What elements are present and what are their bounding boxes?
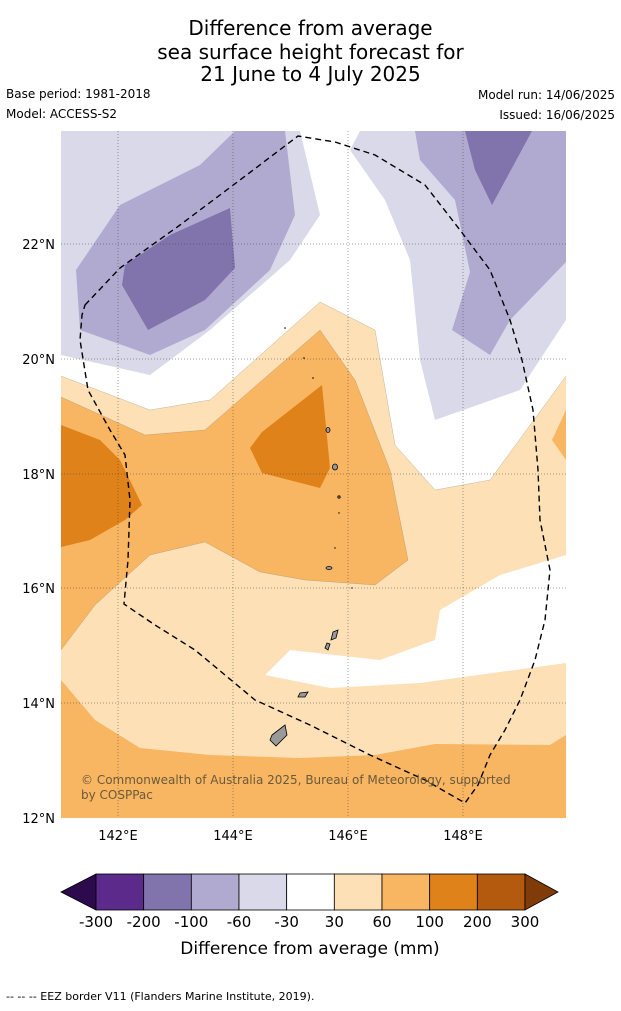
colorbar-bin <box>286 873 335 911</box>
contour-neg60-neg100-east <box>415 131 566 355</box>
lat-label: 14°N <box>22 697 55 712</box>
colorbar-tick-label: -300 <box>79 913 113 931</box>
colorbar-bin <box>190 873 240 911</box>
colorbar-tick-label: 60 <box>372 913 391 931</box>
colorbar-bin <box>381 873 431 911</box>
colorbar-tick-label: 200 <box>463 913 492 931</box>
lat-label: 22°N <box>22 238 55 253</box>
colorbar-tick-label: 300 <box>511 913 540 931</box>
colorbar-bin <box>429 873 478 911</box>
eez-border <box>79 135 551 804</box>
colorbar-tick-label: 100 <box>415 913 444 931</box>
colorbar-ticks: -300 -200 -100 -60 -30 30 60 100 200 300 <box>79 913 539 931</box>
colorbar-bins <box>95 873 526 911</box>
colorbar-bin <box>333 873 383 911</box>
islands <box>269 427 341 747</box>
eez-footnote: -- -- -- EEZ border V11 (Flanders Marine… <box>6 990 315 1003</box>
island-dots <box>284 327 353 589</box>
colorbar: -300 -200 -100 -60 -30 30 60 100 200 300 Differen… <box>60 873 559 959</box>
contour-100-200-west <box>61 425 142 547</box>
longitude-labels: 142°E 144°E 146°E 148°E <box>98 829 483 844</box>
lat-label: 18°N <box>22 468 55 483</box>
copyright-line-2: by COSPPac <box>81 788 153 802</box>
contour-neg100-neg200-west <box>122 208 235 330</box>
graticule <box>61 131 566 818</box>
colorbar-title: Difference from average (mm) <box>180 939 439 959</box>
lon-label: 148°E <box>443 829 483 844</box>
lat-label: 20°N <box>22 353 55 368</box>
model-run-label: Model run: 14/06/2025 <box>477 88 615 102</box>
colorbar-tick-label: -200 <box>127 913 161 931</box>
latitude-labels: 22°N 20°N 18°N 16°N 14°N 12°N <box>22 238 55 827</box>
colorbar-tick-label: 30 <box>325 913 344 931</box>
colorbar-bin <box>238 873 288 911</box>
colorbar-extend-min <box>60 873 97 911</box>
lon-label: 142°E <box>98 829 138 844</box>
contour-fields <box>61 131 566 818</box>
lon-label: 146°E <box>328 829 368 844</box>
colorbar-bin <box>476 873 526 911</box>
colorbar-tick-label: -100 <box>174 913 208 931</box>
issued-label: Issued: 16/06/2025 <box>499 108 615 122</box>
colorbar-extend-max <box>524 873 559 911</box>
contour-neg100-neg200-east <box>465 131 532 205</box>
base-period-label: Base period: 1981-2018 <box>6 87 151 101</box>
contour-100-200-center <box>250 385 330 488</box>
lon-label: 144°E <box>213 829 253 844</box>
contour-outlines <box>61 301 566 651</box>
colorbar-bin <box>143 873 192 911</box>
contour-60-100-south <box>61 680 566 818</box>
colorbar-bin <box>95 873 145 911</box>
title-line-3: 21 June to 4 July 2025 <box>200 62 421 86</box>
contour-60-100-east <box>552 410 566 460</box>
lat-label: 12°N <box>22 812 55 827</box>
copyright-line-1: © Commonwealth of Australia 2025, Bureau… <box>81 773 511 787</box>
title-line-2: sea surface height forecast for <box>157 40 464 64</box>
title-line-1: Difference from average <box>188 16 433 40</box>
lat-label: 16°N <box>22 582 55 597</box>
colorbar-tick-label: -60 <box>227 913 252 931</box>
model-label: Model: ACCESS-S2 <box>6 107 118 121</box>
colorbar-tick-label: -30 <box>274 913 299 931</box>
